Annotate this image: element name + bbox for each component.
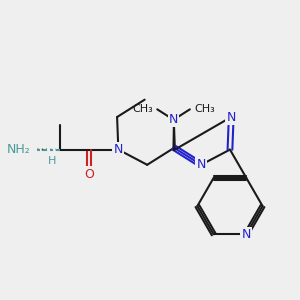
Text: O: O — [84, 167, 94, 181]
Text: N: N — [169, 113, 178, 126]
Text: CH₃: CH₃ — [132, 104, 153, 114]
Text: CH₃: CH₃ — [194, 104, 215, 114]
Text: NH₂: NH₂ — [7, 143, 31, 156]
Text: N: N — [226, 110, 236, 124]
Text: N: N — [196, 158, 206, 171]
Text: N: N — [114, 143, 123, 156]
Text: H: H — [48, 156, 56, 167]
Text: N: N — [242, 228, 251, 241]
